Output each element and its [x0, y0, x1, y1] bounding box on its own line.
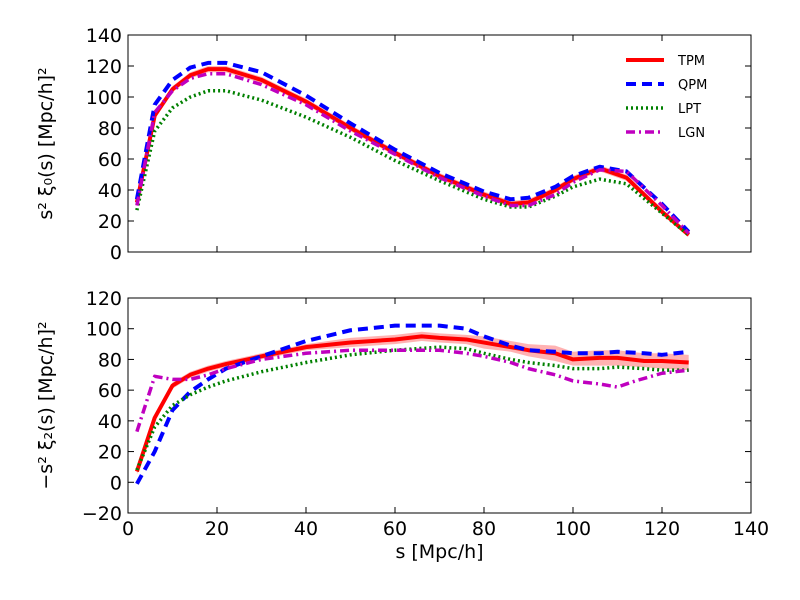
monopole-y-tick-label: 60 — [98, 149, 122, 171]
quadrupole-y-tick-label: 60 — [98, 380, 122, 402]
x-tick-label: 140 — [733, 518, 769, 540]
legend-tpm-label: TPM — [677, 54, 705, 69]
quadrupole-y-axis-label: −s² ξ₂(s) [Mpc/h]² — [35, 321, 57, 489]
quadrupole-y-tick-label: 0 — [110, 472, 122, 494]
monopole-y-tick-label: 40 — [98, 180, 122, 202]
x-tick-label: 100 — [555, 518, 591, 540]
monopole-panel: 0 20 40 60 80 100 120 140 s² ξ₀(s) [Mpc/h]² TPM… — [35, 25, 752, 264]
monopole-y-tick-label: 140 — [86, 25, 122, 47]
x-tick-label: 120 — [644, 518, 680, 540]
monopole-ticks: 0 20 40 60 80 100 120 140 — [86, 25, 752, 264]
x-tick-label: 40 — [294, 518, 318, 540]
x-axis-label: s [Mpc/h] — [395, 541, 483, 563]
quadrupole-y-tick-label: 120 — [86, 288, 122, 310]
quadrupole-y-tick-label: 40 — [98, 411, 122, 433]
monopole-y-axis-label: s² ξ₀(s) [Mpc/h]² — [35, 67, 57, 219]
quadrupole-y-tick-label: −20 — [82, 503, 122, 525]
legend-lgn-label: LGN — [678, 126, 705, 141]
quadrupole-y-tick-label: 20 — [98, 442, 122, 464]
monopole-y-tick-label: 80 — [98, 118, 122, 140]
quadrupole-qpm-line — [135, 323, 689, 485]
x-tick-label: 0 — [122, 518, 134, 540]
monopole-y-tick-label: 120 — [86, 56, 122, 78]
monopole-lgn-line — [135, 72, 690, 235]
x-tick-label: 80 — [472, 518, 496, 540]
monopole-y-tick-label: 20 — [98, 211, 122, 233]
monopole-series-group — [134, 60, 691, 237]
monopole-qpm-line — [134, 60, 691, 234]
monopole-axes-frame — [127, 34, 752, 253]
quadrupole-tpm-error-band — [136, 331, 689, 475]
quadrupole-tpm-line — [135, 334, 689, 473]
x-tick-label: 20 — [205, 518, 229, 540]
monopole-y-tick-label: 0 — [110, 242, 122, 264]
quadrupole-series-group — [135, 323, 689, 485]
x-tick-label: 60 — [383, 518, 407, 540]
quadrupole-lgn-line — [135, 348, 689, 433]
legend: TPM QPM LPT LGN — [626, 54, 707, 141]
monopole-tpm-line — [134, 67, 691, 237]
monopole-y-tick-label: 100 — [86, 87, 122, 109]
quadrupole-y-tick-label: 80 — [98, 349, 122, 371]
legend-qpm-label: QPM — [678, 78, 707, 93]
quadrupole-axes-frame — [127, 297, 752, 514]
monopole-lpt-line — [135, 89, 690, 237]
legend-lpt-label: LPT — [678, 102, 701, 117]
quadrupole-y-tick-label: 100 — [86, 319, 122, 341]
quadrupole-lpt-line — [135, 345, 689, 471]
